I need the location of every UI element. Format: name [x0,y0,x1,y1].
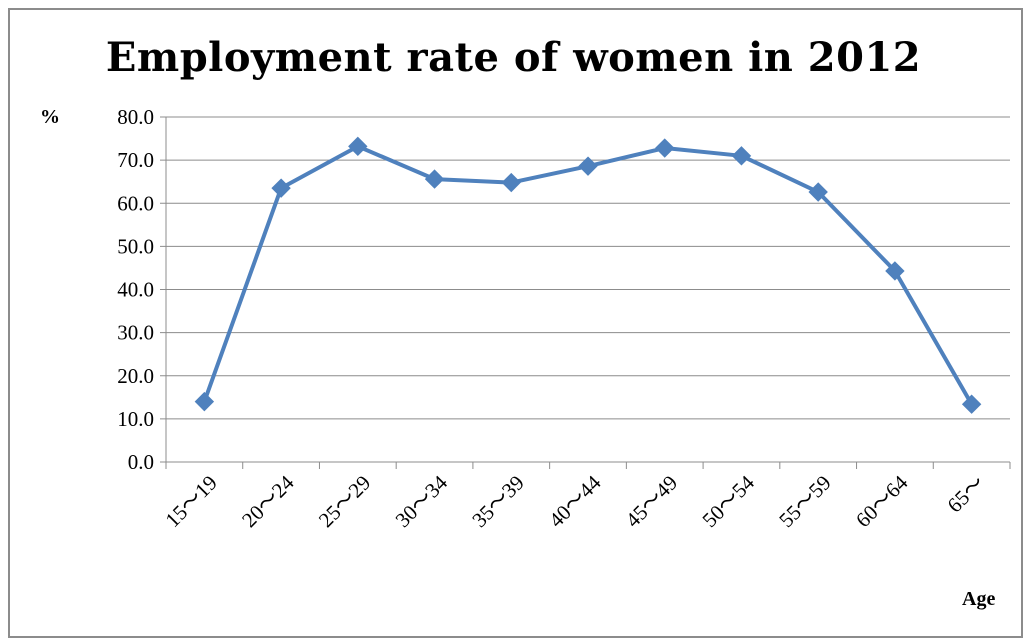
y-tick-label: 0.0 [128,450,154,474]
data-point-marker [348,136,368,157]
y-tick-label: 80.0 [117,105,154,129]
chart-title: Employment rate of women in 2012 [105,34,922,81]
x-tick-label: 25～29 [314,471,376,533]
x-tick-label: 65～ [943,471,990,518]
x-tick-label: 35～39 [467,471,529,533]
data-point-marker [808,182,828,202]
x-tick-label: 45～49 [621,471,683,533]
y-tick-label: 70.0 [117,148,154,172]
x-tick-label: 55～59 [774,471,836,533]
x-tick-label: 50～54 [697,470,759,532]
x-tick-label: 40～44 [544,470,606,532]
x-tick-label: 15～19 [160,471,222,533]
data-point-marker [271,178,291,198]
data-point-marker [578,156,598,176]
data-point-marker [731,146,752,166]
data-point-marker [885,261,905,281]
y-tick-label: 60.0 [117,191,154,215]
y-tick-label: 20.0 [117,364,154,388]
y-tick-label: 50.0 [117,234,154,258]
x-tick-label: 20～24 [237,470,299,532]
y-tick-label: 30.0 [117,321,154,345]
x-tick-label: 30～34 [391,470,453,532]
series-line [202,144,974,406]
data-point-marker [655,138,675,158]
data-point-marker [424,169,445,189]
x-axis-label: Age [962,588,996,610]
y-axis-label: % [40,106,60,128]
y-tick-label: 10.0 [117,407,154,431]
data-point-marker [961,394,982,414]
data-point-marker [194,391,215,412]
x-tick-label: 60～64 [851,470,913,532]
y-tick-label: 40.0 [117,278,154,302]
chart-frame [8,8,1023,638]
data-point-marker [501,172,521,193]
